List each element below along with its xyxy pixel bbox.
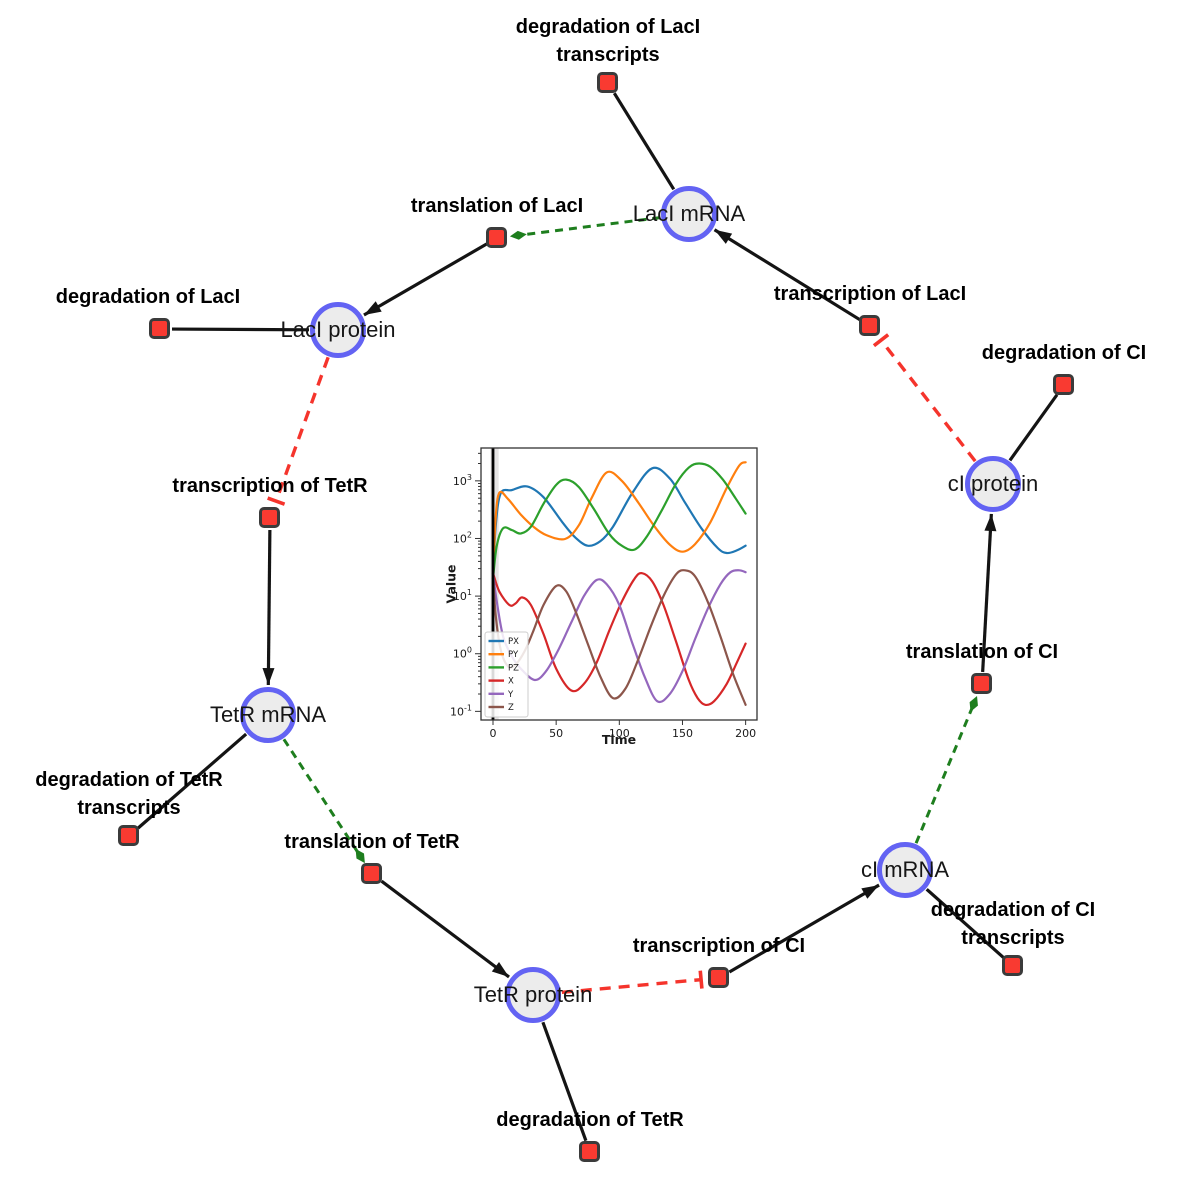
time-series-chart: 0 50 100 150 200 10-1 100 101 102 103 PX PY PZ X Y Z Ti… bbox=[436, 432, 776, 772]
legend-label-z: Z bbox=[508, 703, 514, 713]
legend-box bbox=[484, 631, 529, 718]
edge-transcription-of-ci-to-ci-mrna bbox=[728, 883, 880, 974]
reaction-label-transcription-of-tetr: transcription of TetR bbox=[172, 475, 368, 497]
svg-text:103: 103 bbox=[453, 473, 472, 488]
species-label-ci-protein: cI protein bbox=[947, 471, 1039, 496]
reaction-node-degradation-of-ci-transcripts bbox=[1002, 955, 1023, 976]
x-axis-label: Time bbox=[601, 732, 637, 747]
arrowhead-translation-of-tetr-to-tetr-protein bbox=[491, 961, 510, 977]
reaction-node-translation-of-ci bbox=[971, 673, 992, 694]
edge-translation-of-laci-to-laci-protein bbox=[363, 242, 488, 317]
reaction-node-translation-of-tetr bbox=[361, 863, 382, 884]
reaction-node-degradation-of-laci bbox=[149, 318, 170, 339]
edge-tetr-mrna-to-degradation-of-tetr-transcripts bbox=[137, 732, 248, 830]
reaction-node-degradation-of-laci-transcripts bbox=[597, 72, 618, 93]
edge-tetr-protein-to-degradation-of-tetr bbox=[541, 1021, 588, 1142]
svg-text:10-1: 10-1 bbox=[450, 703, 472, 718]
edge-ci-protein-to-degradation-of-ci bbox=[1008, 393, 1059, 462]
chart-plot-area: 0 50 100 150 200 10-1 100 101 102 103 PX PY PZ XYZ bbox=[436, 432, 776, 772]
edge-ci-mrna-to-translation-of-ci bbox=[914, 708, 974, 844]
reaction-label-translation-of-ci: translation of CI bbox=[905, 641, 1059, 663]
species-node-tetr-protein bbox=[505, 967, 561, 1023]
edge-laci-mrna-to-translation-of-laci bbox=[523, 216, 661, 237]
svg-text:100: 100 bbox=[453, 646, 472, 661]
inhibition-bar-laci-protein-to-transcription-of-tetr bbox=[267, 496, 286, 506]
species-node-ci-mrna bbox=[877, 842, 933, 898]
species-label-ci-mrna: cI mRNA bbox=[861, 857, 949, 882]
svg-text:102: 102 bbox=[453, 530, 472, 545]
svg-text:150: 150 bbox=[672, 727, 693, 740]
legend-label-px: PX bbox=[508, 637, 519, 647]
reaction-label-transcription-of-ci: transcription of CI bbox=[632, 935, 806, 957]
reaction-label-translation-of-tetr: translation of TetR bbox=[284, 831, 460, 853]
activation-arrowhead-laci-mrna-to-translation-of-laci bbox=[509, 230, 527, 240]
series-curve-x bbox=[491, 572, 747, 707]
legend-label-py: PY bbox=[508, 650, 519, 660]
reaction-label-degradation-of-ci: degradation of CI bbox=[981, 342, 1147, 364]
chart-legend: PX PY PZ XYZ bbox=[484, 631, 529, 718]
legend-label-y: Y bbox=[507, 690, 514, 700]
reaction-label-transcription-of-laci: transcription of LacI bbox=[773, 283, 967, 305]
reaction-node-degradation-of-tetr bbox=[579, 1141, 600, 1162]
reaction-label-degradation-of-laci-transcripts: degradation of LacI transcripts bbox=[515, 16, 701, 66]
arrowhead-translation-of-ci-to-ci-protein bbox=[984, 513, 997, 532]
edge-transcription-of-tetr-to-tetr-mrna bbox=[266, 529, 272, 686]
species-label-laci-protein: LacI protein bbox=[280, 317, 396, 342]
reaction-label-degradation-of-laci: degradation of LacI bbox=[55, 286, 241, 308]
activation-arrowhead-ci-mrna-to-translation-of-ci bbox=[969, 696, 978, 712]
svg-text:200: 200 bbox=[735, 727, 756, 740]
edge-translation-of-tetr-to-tetr-protein bbox=[380, 879, 510, 979]
arrowhead-transcription-of-laci-to-laci-mrna bbox=[714, 229, 733, 244]
legend-label-pz: PZ bbox=[508, 663, 519, 673]
edge-laci-protein-to-transcription-of-tetr bbox=[274, 356, 330, 502]
species-label-tetr-mrna: TetR mRNA bbox=[209, 702, 327, 727]
svg-text:100: 100 bbox=[609, 727, 630, 740]
reaction-node-transcription-of-tetr bbox=[259, 507, 280, 528]
y-axis-label: Value bbox=[443, 564, 459, 604]
reaction-node-degradation-of-ci bbox=[1053, 374, 1074, 395]
svg-text:101: 101 bbox=[453, 588, 472, 603]
reaction-label-degradation-of-tetr: degradation of TetR bbox=[496, 1109, 684, 1131]
edge-ci-mrna-to-degradation-of-ci-transcripts bbox=[925, 888, 1006, 960]
inhibition-bar-ci-protein-to-transcription-of-laci bbox=[872, 333, 890, 348]
inhibition-bar-tetr-protein-to-transcription-of-ci bbox=[698, 970, 704, 989]
arrowhead-transcription-of-tetr-to-tetr-mrna bbox=[262, 667, 275, 686]
series-curve-px bbox=[491, 466, 747, 580]
reaction-label-degradation-of-tetr-transcripts: degradation of TetR transcripts bbox=[35, 769, 223, 819]
activation-arrowhead-tetr-mrna-to-translation-of-tetr bbox=[355, 848, 365, 864]
axis-ticks bbox=[475, 452, 747, 725]
series-curve-pz bbox=[491, 462, 747, 580]
legend-label-x: X bbox=[508, 677, 514, 687]
edge-transcription-of-laci-to-laci-mrna bbox=[713, 228, 861, 322]
series-curve-py bbox=[491, 461, 747, 580]
edge-ci-protein-to-transcription-of-laci bbox=[879, 339, 977, 463]
edge-tetr-protein-to-transcription-of-ci bbox=[561, 977, 702, 995]
species-node-ci-protein bbox=[965, 456, 1021, 512]
species-node-laci-protein bbox=[310, 302, 366, 358]
species-node-tetr-mrna bbox=[240, 687, 296, 743]
svg-text:0: 0 bbox=[490, 727, 497, 740]
reaction-label-degradation-of-ci-transcripts: degradation of CI transcripts bbox=[930, 899, 1096, 949]
edge-laci-mrna-to-degradation-of-laci-transcripts bbox=[612, 92, 676, 191]
arrowhead-translation-of-laci-to-laci-protein bbox=[363, 301, 382, 315]
reaction-node-transcription-of-ci bbox=[708, 967, 729, 988]
species-label-tetr-protein: TetR protein bbox=[473, 982, 593, 1007]
species-node-laci-mrna bbox=[661, 186, 717, 242]
axis-tick-labels: 0 50 100 150 200 10-1 100 101 102 103 bbox=[450, 473, 756, 740]
edge-laci-protein-to-degradation-of-laci bbox=[171, 327, 310, 332]
species-label-laci-mrna: LacI mRNA bbox=[632, 201, 746, 226]
reaction-node-translation-of-laci bbox=[486, 227, 507, 248]
edge-translation-of-ci-to-ci-protein bbox=[981, 513, 993, 673]
reaction-node-degradation-of-tetr-transcripts bbox=[118, 825, 139, 846]
reaction-node-transcription-of-laci bbox=[859, 315, 880, 336]
arrowhead-transcription-of-ci-to-ci-mrna bbox=[861, 885, 880, 899]
reaction-label-translation-of-laci: translation of LacI bbox=[410, 195, 584, 217]
svg-text:50: 50 bbox=[549, 727, 563, 740]
